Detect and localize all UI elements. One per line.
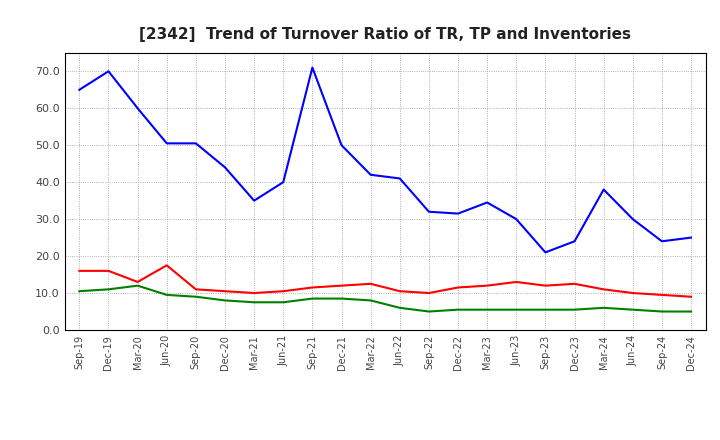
Trade Payables (250, 198, 258, 203)
Trade Receivables (629, 290, 637, 296)
Trade Payables (570, 238, 579, 244)
Trade Payables (599, 187, 608, 192)
Trade Payables (483, 200, 492, 205)
Trade Payables (163, 141, 171, 146)
Trade Payables (687, 235, 696, 240)
Trade Payables (512, 216, 521, 222)
Trade Receivables (599, 287, 608, 292)
Trade Receivables (570, 281, 579, 286)
Inventories (425, 309, 433, 314)
Inventories (570, 307, 579, 312)
Trade Payables (629, 216, 637, 222)
Trade Payables (454, 211, 462, 216)
Trade Receivables (483, 283, 492, 288)
Trade Receivables (366, 281, 375, 286)
Line: Trade Payables: Trade Payables (79, 68, 691, 253)
Trade Receivables (512, 279, 521, 285)
Inventories (366, 298, 375, 303)
Trade Payables (133, 106, 142, 111)
Trade Payables (657, 238, 666, 244)
Inventories (133, 283, 142, 288)
Trade Receivables (104, 268, 113, 274)
Inventories (512, 307, 521, 312)
Inventories (192, 294, 200, 299)
Trade Receivables (220, 289, 229, 294)
Trade Payables (395, 176, 404, 181)
Trade Payables (366, 172, 375, 177)
Trade Receivables (133, 279, 142, 285)
Trade Receivables (250, 290, 258, 296)
Trade Payables (192, 141, 200, 146)
Inventories (657, 309, 666, 314)
Line: Inventories: Inventories (79, 286, 691, 312)
Inventories (687, 309, 696, 314)
Trade Receivables (75, 268, 84, 274)
Trade Receivables (163, 263, 171, 268)
Inventories (163, 292, 171, 297)
Trade Receivables (454, 285, 462, 290)
Trade Payables (279, 180, 287, 185)
Trade Payables (220, 165, 229, 170)
Inventories (308, 296, 317, 301)
Trade Receivables (192, 287, 200, 292)
Trade Payables (337, 143, 346, 148)
Inventories (337, 296, 346, 301)
Inventories (599, 305, 608, 311)
Inventories (454, 307, 462, 312)
Trade Receivables (337, 283, 346, 288)
Trade Payables (425, 209, 433, 214)
Inventories (279, 300, 287, 305)
Trade Payables (104, 69, 113, 74)
Trade Payables (541, 250, 550, 255)
Trade Receivables (279, 289, 287, 294)
Trade Payables (308, 65, 317, 70)
Inventories (541, 307, 550, 312)
Trade Receivables (395, 289, 404, 294)
Trade Receivables (657, 292, 666, 297)
Inventories (75, 289, 84, 294)
Inventories (250, 300, 258, 305)
Line: Trade Receivables: Trade Receivables (79, 265, 691, 297)
Trade Receivables (687, 294, 696, 299)
Trade Receivables (425, 290, 433, 296)
Trade Payables (75, 87, 84, 92)
Inventories (483, 307, 492, 312)
Title: [2342]  Trend of Turnover Ratio of TR, TP and Inventories: [2342] Trend of Turnover Ratio of TR, TP… (139, 27, 631, 42)
Trade Receivables (541, 283, 550, 288)
Trade Receivables (308, 285, 317, 290)
Inventories (395, 305, 404, 311)
Inventories (104, 287, 113, 292)
Inventories (220, 298, 229, 303)
Inventories (629, 307, 637, 312)
